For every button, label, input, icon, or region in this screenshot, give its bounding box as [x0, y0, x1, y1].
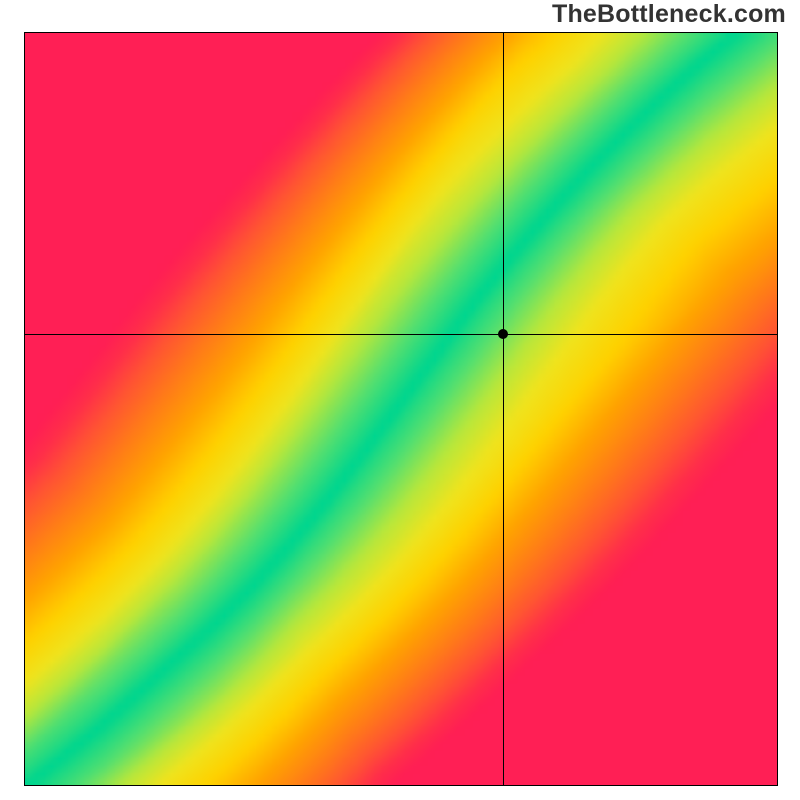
watermark-text: TheBottleneck.com: [552, 0, 786, 29]
crosshair-marker: [498, 329, 508, 339]
heatmap-chart: [24, 32, 778, 786]
chart-container: TheBottleneck.com: [0, 0, 800, 800]
crosshair-vertical: [503, 33, 504, 785]
heatmap-canvas: [25, 33, 777, 785]
crosshair-horizontal: [25, 334, 777, 335]
